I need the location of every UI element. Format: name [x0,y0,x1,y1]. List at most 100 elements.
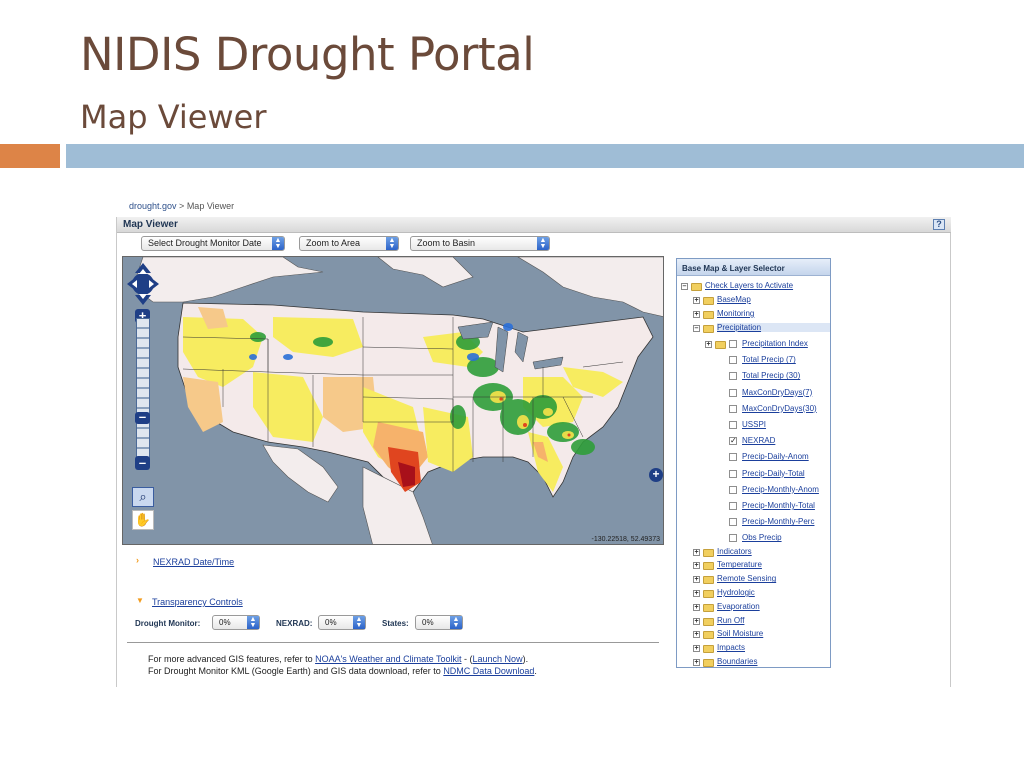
map-coordinates-readout: -130.22518, 52.49373 [591,536,660,543]
tree-group-temperature[interactable]: Temperature [717,560,762,570]
breadcrumb-separator: > [176,201,187,211]
layer-checkbox[interactable] [729,469,737,478]
us-drought-map-graphic [123,257,663,544]
drought-date-select[interactable]: Select Drought Monitor Date ▲ ▼ [141,236,285,251]
states-opacity-label: States: [382,619,409,628]
layer-item[interactable]: Precip-Monthly-Perc [742,517,815,527]
layer-item[interactable]: MaxConDryDays(7) [742,387,813,397]
layer-item[interactable]: NEXRAD [742,436,776,446]
select-arrows-icon: ▲ ▼ [450,616,462,629]
tree-expander-icon[interactable]: + [693,617,700,625]
launch-now-link[interactable]: Launch Now [472,654,523,664]
nexrad-opacity-value: 0% [325,618,337,627]
zoom-out-button[interactable]: – [135,456,150,470]
frame-border-left [116,217,117,687]
layer-checkbox[interactable] [729,453,737,462]
layer-item[interactable]: USSPI [742,420,767,429]
map-viewer-header: Map Viewer ? [117,217,951,233]
drought-monitor-opacity-select[interactable]: 0% ▲ ▼ [212,615,260,630]
tree-group-evaporation[interactable]: Evaporation [717,601,760,611]
zoom-box-tool-icon[interactable]: ⌕ [132,487,154,507]
tree-expander-icon[interactable]: + [693,603,700,611]
layer-checkbox[interactable] [729,534,737,543]
layer-item[interactable]: Obs Precip [742,533,782,543]
layer-item[interactable]: Precipitation Index [742,339,808,348]
zoom-to-area-select-value: Zoom to Area [306,238,361,248]
help-icon[interactable]: ? [933,219,945,230]
footer-gis-suffix: ). [522,654,529,664]
layer-checkbox[interactable] [729,437,737,446]
frame-border-right [950,217,951,687]
tree-group-basemap[interactable]: BaseMap [717,295,751,304]
tree-expander-icon[interactable]: + [693,645,700,653]
tree-expander-icon[interactable]: + [693,590,700,597]
pan-hand-tool-icon[interactable]: ✋ [132,510,154,530]
tree-expander-icon[interactable]: + [693,548,700,556]
tree-expander-icon[interactable]: – [681,283,688,290]
map-viewer-title: Map Viewer [123,219,178,230]
accent-bar-orange [0,144,60,168]
tree-root-label[interactable]: Check Layers to Activate [705,281,794,290]
states-opacity-value: 0% [422,618,434,627]
tree-expander-icon[interactable]: + [693,311,700,318]
folder-icon [691,283,702,291]
pan-control-icon[interactable] [127,262,159,306]
layer-item[interactable]: MaxConDryDays(30) [742,403,817,413]
zoom-slider-handle[interactable]: – [135,410,150,424]
tree-group-indicators[interactable]: Indicators [717,546,752,556]
tree-group-remote-sensing[interactable]: Remote Sensing [717,574,777,584]
noaa-toolkit-link[interactable]: NOAA's Weather and Climate Toolkit [315,654,462,664]
tree-group-hydrologic[interactable]: Hydrologic [717,588,755,597]
tree-group-soil-moisture[interactable]: Soil Moisture [717,629,764,639]
transparency-controls-link[interactable]: Transparency Controls [152,597,243,607]
layer-item[interactable]: Precip-Daily-Total [742,468,805,478]
tree-group-run-off[interactable]: Run Off [717,615,745,625]
layer-item[interactable]: Precip-Monthly-Anom [742,484,819,494]
layer-item[interactable]: Precip-Monthly-Total [742,501,815,510]
select-arrows-icon: ▲ ▼ [272,237,284,250]
tree-group-impacts[interactable]: Impacts [717,643,746,653]
footer-kml-text: For Drought Monitor KML (Google Earth) a… [148,666,444,676]
layer-checkbox[interactable] [729,518,737,527]
tree-group-boundaries[interactable]: Boundaries [717,657,758,666]
layer-checkbox[interactable] [729,340,737,348]
zoom-slider-track[interactable] [136,318,150,464]
tree-expander-icon[interactable]: + [693,659,700,666]
layer-checkbox[interactable] [729,485,737,494]
layer-checkbox[interactable] [729,502,737,510]
tree-expander-icon[interactable]: + [693,576,700,584]
folder-icon [703,603,714,612]
tree-expander-icon[interactable]: + [693,562,700,570]
nexrad-opacity-select[interactable]: 0% ▲ ▼ [318,615,366,630]
folder-icon [703,311,714,319]
zoom-to-basin-select-value: Zoom to Basin [417,238,476,248]
layer-item[interactable]: Total Precip (30) [742,371,801,381]
layer-item[interactable]: Total Precip (7) [742,355,796,365]
nexrad-datetime-link[interactable]: NEXRAD Date/Time [153,557,235,567]
layer-checkbox[interactable] [729,421,737,429]
layer-checkbox[interactable] [729,372,737,381]
zoom-to-area-select[interactable]: Zoom to Area ▲ ▼ [299,236,399,251]
layer-checkbox[interactable] [729,388,737,397]
section-divider [127,642,659,643]
zoom-to-basin-select[interactable]: Zoom to Basin ▲ ▼ [410,236,550,251]
layer-checkbox[interactable] [729,356,737,365]
layer-checkbox[interactable] [729,404,737,413]
drought-date-select-value: Select Drought Monitor Date [148,238,262,248]
states-opacity-select[interactable]: 0% ▲ ▼ [415,615,463,630]
folder-icon [703,617,714,626]
tree-expander-icon[interactable]: + [705,341,712,348]
drought-map[interactable]: -130.22518, 52.49373 [122,256,664,545]
breadcrumb-home-link[interactable]: drought.gov [129,201,177,211]
ndmc-download-link[interactable]: NDMC Data Download [443,666,535,676]
tree-expander-icon[interactable]: + [693,631,700,639]
chevron-right-icon[interactable]: › [136,555,139,565]
folder-icon [715,341,726,349]
layer-item[interactable]: Precip-Daily-Anom [742,452,809,462]
tree-group-monitoring[interactable]: Monitoring [717,309,755,318]
chevron-down-icon[interactable]: ▼ [136,596,144,605]
tree-group-precipitation[interactable]: Precipitation [717,323,830,332]
tree-expander-icon[interactable]: + [693,297,700,304]
pan-east-button[interactable]: + [649,468,663,482]
tree-expander-icon[interactable]: – [693,325,700,332]
